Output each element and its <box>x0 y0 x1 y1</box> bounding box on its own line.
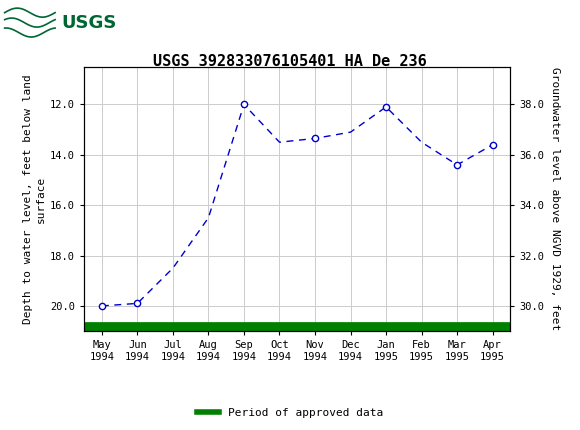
Legend: Period of approved data: Period of approved data <box>193 403 387 422</box>
Y-axis label: Groundwater level above NGVD 1929, feet: Groundwater level above NGVD 1929, feet <box>550 67 560 331</box>
Text: USGS: USGS <box>61 14 116 31</box>
Y-axis label: Depth to water level, feet below land
surface: Depth to water level, feet below land su… <box>23 74 46 324</box>
Text: USGS 392833076105401 HA De 236: USGS 392833076105401 HA De 236 <box>153 54 427 69</box>
